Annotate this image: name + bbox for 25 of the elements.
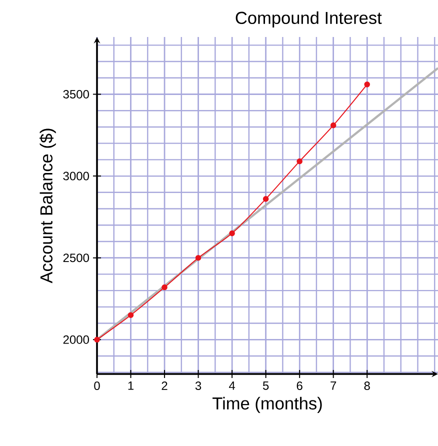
point [128, 312, 134, 318]
point [296, 158, 302, 164]
x-tick-label: 8 [364, 382, 370, 390]
y-tick-label: 2000 [63, 335, 89, 344]
x-tick-label: 0 [94, 382, 100, 390]
point [330, 122, 336, 128]
y-tick-label: 3500 [63, 90, 89, 98]
x-axis-title: Time (months) [212, 396, 322, 413]
point [94, 336, 100, 343]
x-tick-label: 7 [330, 382, 336, 390]
y-tick-label: 3000 [63, 172, 89, 180]
y-axis-title: Account Balance ($) [40, 128, 56, 284]
x-tick-label: 1 [128, 382, 134, 390]
chart-title: Compound Interest [236, 11, 382, 28]
point [364, 82, 370, 88]
x-tick-label: 4 [229, 382, 236, 390]
x-tick-label: 6 [296, 382, 302, 390]
point [162, 284, 168, 290]
x-tick-label: 3 [195, 382, 202, 390]
x-tick-label: 2 [162, 382, 168, 390]
point [229, 230, 235, 236]
point [262, 196, 269, 202]
point [195, 254, 202, 261]
x-tick-label: 5 [262, 382, 269, 390]
y-tick-label: 2500 [63, 254, 89, 262]
